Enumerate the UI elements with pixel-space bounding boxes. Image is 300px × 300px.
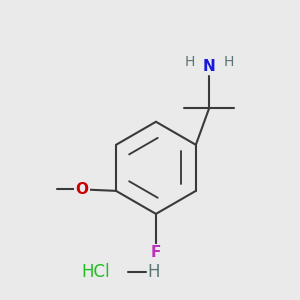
Text: H: H (223, 55, 234, 68)
Text: HCl: HCl (82, 263, 110, 281)
Text: N: N (203, 59, 215, 74)
Text: O: O (75, 182, 88, 197)
Text: F: F (151, 245, 161, 260)
Text: H: H (147, 263, 160, 281)
Text: H: H (184, 55, 195, 68)
